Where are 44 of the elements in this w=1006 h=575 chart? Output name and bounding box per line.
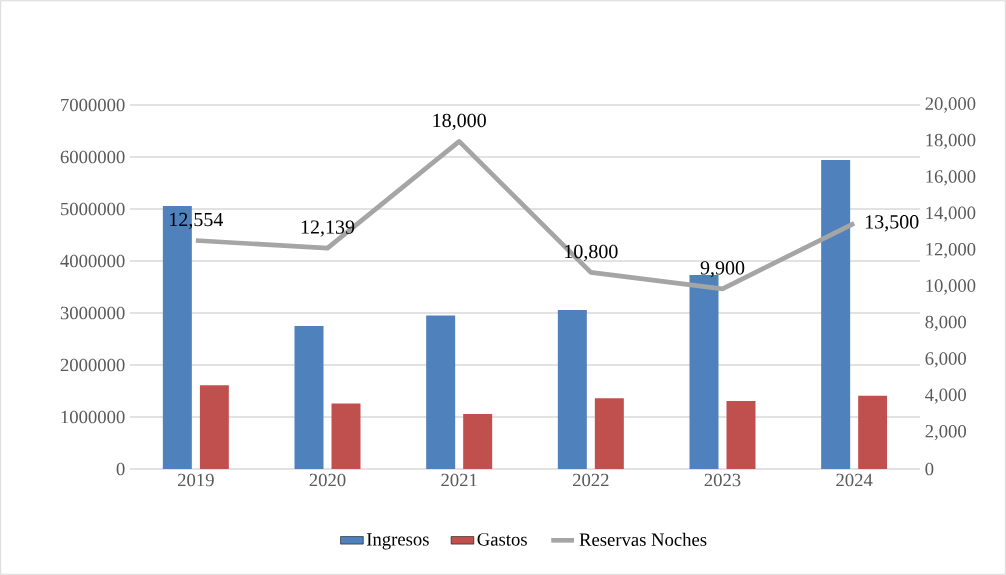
- y-tick-label: 2000000: [60, 358, 125, 372]
- data-label: 9,900: [700, 261, 745, 278]
- y2-tick-label: 4,000: [925, 388, 966, 404]
- y2-tick-label: 8,000: [925, 315, 966, 332]
- x-tick-label: 2019: [177, 473, 214, 487]
- y2-tick-label: 12,000: [926, 242, 976, 259]
- bar: [557, 309, 587, 469]
- y2-tick-label: 6,000: [925, 352, 966, 368]
- data-label: 10,800: [565, 244, 618, 262]
- y-tick-label: 0: [116, 462, 125, 476]
- data-label: 18,000: [433, 113, 486, 131]
- bar: [821, 160, 851, 469]
- y2-tick-label: 18,000: [926, 133, 976, 150]
- bar: [689, 275, 719, 469]
- bar: [726, 400, 756, 469]
- x-tick-label: 2023: [704, 473, 741, 487]
- y2-tick-label: 14,000: [926, 206, 976, 222]
- legend-label: Ingresos: [366, 533, 429, 550]
- legend-label: Reservas Noches: [579, 532, 707, 546]
- x-tick-label: 2022: [572, 473, 609, 487]
- y-tick-label: 3000000: [60, 306, 125, 320]
- data-label: 12,139: [301, 220, 355, 237]
- x-tick-label: 2024: [836, 473, 873, 487]
- y2-tick-label: 2,000: [925, 424, 966, 441]
- y2-tick-label: 10,000: [926, 279, 976, 295]
- bar: [294, 326, 324, 469]
- bar: [426, 315, 456, 469]
- data-label: 13,500: [865, 215, 919, 232]
- bar: [463, 413, 493, 469]
- y2-tick-label: 16,000: [926, 170, 976, 186]
- bar: [594, 398, 624, 469]
- y-tick-label: 1000000: [61, 410, 125, 424]
- y-tick-label: 5000000: [61, 202, 125, 216]
- y2-tick-label: 20,000: [925, 97, 976, 113]
- bar: [331, 403, 361, 469]
- x-tick-label: 2020: [309, 473, 346, 487]
- y-tick-label: 6000000: [60, 150, 125, 164]
- bar: [858, 395, 888, 469]
- y2-tick-label: 0: [925, 462, 934, 476]
- y-tick-label: 7000000: [61, 98, 125, 112]
- legend-label: Gastos: [477, 533, 527, 546]
- y-tick-label: 4000000: [60, 254, 125, 268]
- x-tick-label: 2021: [441, 473, 477, 487]
- bar: [199, 385, 229, 469]
